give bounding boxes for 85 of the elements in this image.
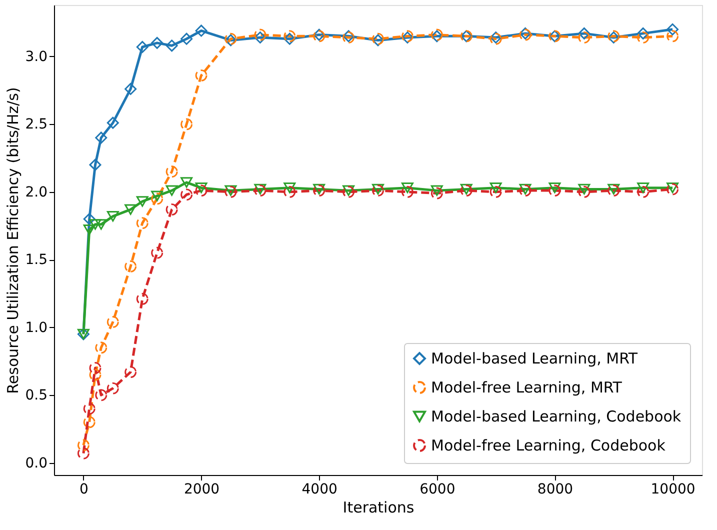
point <box>106 382 119 394</box>
x-tick-label: 6000 <box>420 482 456 498</box>
point <box>195 69 208 82</box>
point <box>95 342 108 354</box>
point <box>89 219 102 230</box>
point <box>666 23 679 36</box>
point <box>578 186 590 198</box>
point <box>166 40 178 52</box>
y-tick-label: 2.5 <box>25 116 48 133</box>
point <box>77 439 90 452</box>
y-tick-label: 2.0 <box>25 184 48 200</box>
point <box>180 118 193 130</box>
point <box>151 190 164 202</box>
point <box>124 82 137 95</box>
y-axis-title: Resource Utilization Efficiency (bits/Hz/s) <box>4 87 22 394</box>
point <box>666 30 679 42</box>
x-tick-label: 0 <box>79 482 88 498</box>
point <box>490 182 502 194</box>
point <box>166 185 178 196</box>
x-tick-label: 10000 <box>650 482 696 498</box>
point <box>95 389 108 402</box>
point <box>106 116 119 129</box>
point <box>284 186 296 198</box>
point <box>124 204 137 215</box>
y-tick-label: 1.0 <box>25 320 48 336</box>
x-tick-label: 8000 <box>537 482 574 498</box>
point <box>151 36 164 49</box>
point <box>151 192 164 205</box>
point <box>83 416 96 428</box>
point <box>180 32 193 45</box>
x-tick-label: 4000 <box>302 482 338 498</box>
point <box>95 219 108 230</box>
legend-label: Model-based Learning, MRT <box>431 350 638 368</box>
point <box>195 24 208 37</box>
point <box>124 260 137 272</box>
x-tick-label: 2000 <box>184 482 220 498</box>
point <box>83 402 96 415</box>
y-tick-label: 3.0 <box>25 48 48 65</box>
legend-label: Model-free Learning, MRT <box>431 378 623 396</box>
point <box>284 182 296 194</box>
y-tick-label: 0.0 <box>25 455 48 472</box>
point <box>180 188 193 201</box>
point <box>254 28 266 41</box>
point <box>106 316 119 328</box>
point <box>637 27 650 40</box>
point <box>254 32 266 44</box>
point <box>166 166 178 178</box>
y-tick-label: 1.5 <box>25 252 48 268</box>
point <box>548 184 561 197</box>
point <box>151 246 164 259</box>
point <box>124 366 137 378</box>
point <box>490 186 502 198</box>
legend-label: Model-based Learning, Codebook <box>431 408 682 426</box>
point <box>578 32 590 44</box>
point <box>578 184 590 194</box>
point <box>637 182 650 194</box>
point <box>166 204 178 216</box>
point <box>578 27 590 40</box>
point <box>401 182 414 194</box>
point <box>195 184 208 197</box>
point <box>284 32 296 45</box>
x-axis-title: Iterations <box>342 498 414 516</box>
point <box>89 158 102 171</box>
point <box>136 217 148 230</box>
point <box>89 368 102 381</box>
legend-label: Model-free Learning, Codebook <box>431 436 666 454</box>
point <box>83 224 96 236</box>
point <box>401 186 414 198</box>
point <box>136 292 148 305</box>
point <box>106 211 119 222</box>
point <box>637 32 650 44</box>
point <box>77 447 90 460</box>
point <box>83 213 96 225</box>
point <box>95 132 108 144</box>
point <box>548 182 561 194</box>
point <box>637 186 650 198</box>
point <box>89 362 102 374</box>
point <box>136 196 148 207</box>
point <box>284 30 296 42</box>
point <box>180 177 193 188</box>
point <box>195 182 208 194</box>
point <box>430 185 443 196</box>
point <box>430 187 443 200</box>
y-tick-label: 0.5 <box>25 388 48 404</box>
point <box>136 40 148 53</box>
